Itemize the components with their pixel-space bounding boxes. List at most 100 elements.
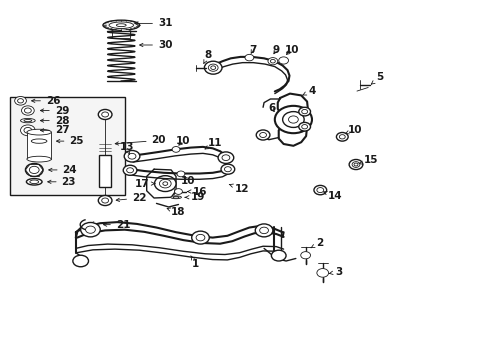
- Circle shape: [154, 176, 176, 192]
- Text: 17: 17: [134, 179, 155, 189]
- Text: 10: 10: [345, 125, 362, 135]
- Circle shape: [126, 168, 133, 173]
- Circle shape: [224, 167, 231, 172]
- Text: 25: 25: [57, 136, 84, 146]
- Ellipse shape: [116, 24, 126, 27]
- Bar: [99, 155, 111, 187]
- Circle shape: [174, 189, 182, 194]
- Circle shape: [270, 59, 275, 63]
- Circle shape: [298, 107, 310, 116]
- Circle shape: [316, 188, 323, 193]
- Circle shape: [353, 163, 357, 166]
- Circle shape: [98, 195, 112, 206]
- Text: 20: 20: [115, 135, 166, 145]
- Text: 5: 5: [370, 72, 383, 84]
- Circle shape: [163, 182, 167, 185]
- Bar: [27, 132, 51, 159]
- Circle shape: [274, 106, 311, 133]
- Bar: [112, 31, 130, 38]
- Text: 10: 10: [181, 176, 195, 186]
- Text: 27: 27: [41, 125, 69, 135]
- Circle shape: [210, 66, 215, 69]
- Text: 12: 12: [229, 184, 249, 194]
- Text: 14: 14: [323, 191, 342, 201]
- Circle shape: [73, 255, 88, 267]
- Circle shape: [218, 152, 233, 163]
- Circle shape: [15, 96, 26, 105]
- Circle shape: [159, 179, 171, 188]
- Text: 1: 1: [190, 256, 199, 269]
- Text: 23: 23: [48, 177, 76, 187]
- Ellipse shape: [170, 196, 181, 199]
- Circle shape: [267, 58, 277, 65]
- Circle shape: [85, 226, 95, 233]
- Ellipse shape: [111, 29, 131, 35]
- Ellipse shape: [102, 20, 140, 30]
- Circle shape: [21, 106, 34, 115]
- Circle shape: [256, 130, 269, 140]
- Circle shape: [336, 132, 347, 141]
- Ellipse shape: [31, 139, 47, 143]
- Text: 28: 28: [41, 116, 69, 126]
- Text: 4: 4: [302, 86, 315, 96]
- Circle shape: [177, 171, 184, 177]
- Ellipse shape: [173, 197, 179, 198]
- Circle shape: [20, 125, 35, 136]
- Text: 24: 24: [49, 165, 77, 175]
- Circle shape: [298, 122, 310, 131]
- Text: 30: 30: [140, 40, 172, 50]
- Ellipse shape: [24, 120, 32, 122]
- Circle shape: [288, 116, 298, 123]
- Text: 21: 21: [103, 220, 130, 230]
- Circle shape: [102, 198, 108, 203]
- Text: 31: 31: [135, 18, 172, 28]
- Circle shape: [301, 109, 307, 114]
- Circle shape: [271, 250, 285, 261]
- Circle shape: [124, 150, 140, 162]
- Circle shape: [24, 108, 31, 113]
- Text: 19: 19: [185, 192, 204, 202]
- Text: 11: 11: [204, 138, 222, 149]
- Circle shape: [351, 162, 359, 167]
- Circle shape: [196, 234, 204, 241]
- Bar: [10, 97, 124, 195]
- Circle shape: [259, 227, 268, 234]
- Ellipse shape: [20, 118, 35, 123]
- Circle shape: [316, 269, 328, 277]
- Circle shape: [81, 222, 100, 237]
- Circle shape: [208, 64, 218, 71]
- Circle shape: [301, 125, 307, 129]
- Text: 18: 18: [167, 207, 185, 217]
- Circle shape: [25, 163, 43, 176]
- Circle shape: [128, 153, 136, 159]
- Circle shape: [123, 165, 137, 175]
- Circle shape: [204, 61, 222, 74]
- Circle shape: [339, 135, 345, 139]
- Ellipse shape: [27, 156, 51, 162]
- Circle shape: [259, 132, 266, 138]
- Ellipse shape: [26, 179, 42, 185]
- Ellipse shape: [27, 129, 51, 135]
- Text: 22: 22: [116, 193, 146, 203]
- Circle shape: [300, 252, 310, 259]
- Text: 9: 9: [272, 45, 280, 55]
- Ellipse shape: [30, 180, 39, 184]
- Text: 29: 29: [41, 105, 69, 116]
- Text: 16: 16: [187, 186, 207, 197]
- Circle shape: [172, 147, 180, 152]
- Text: 10: 10: [176, 136, 190, 146]
- Ellipse shape: [109, 22, 133, 28]
- Text: 2: 2: [310, 238, 323, 248]
- Circle shape: [278, 57, 288, 64]
- Circle shape: [244, 54, 253, 61]
- Text: 3: 3: [328, 267, 342, 277]
- Circle shape: [221, 164, 234, 174]
- Circle shape: [255, 224, 272, 237]
- Circle shape: [98, 109, 112, 120]
- Text: 13: 13: [120, 142, 134, 155]
- Circle shape: [191, 231, 209, 244]
- Circle shape: [313, 185, 326, 195]
- Text: 10: 10: [284, 45, 299, 55]
- Text: 26: 26: [32, 96, 61, 106]
- Circle shape: [282, 112, 304, 127]
